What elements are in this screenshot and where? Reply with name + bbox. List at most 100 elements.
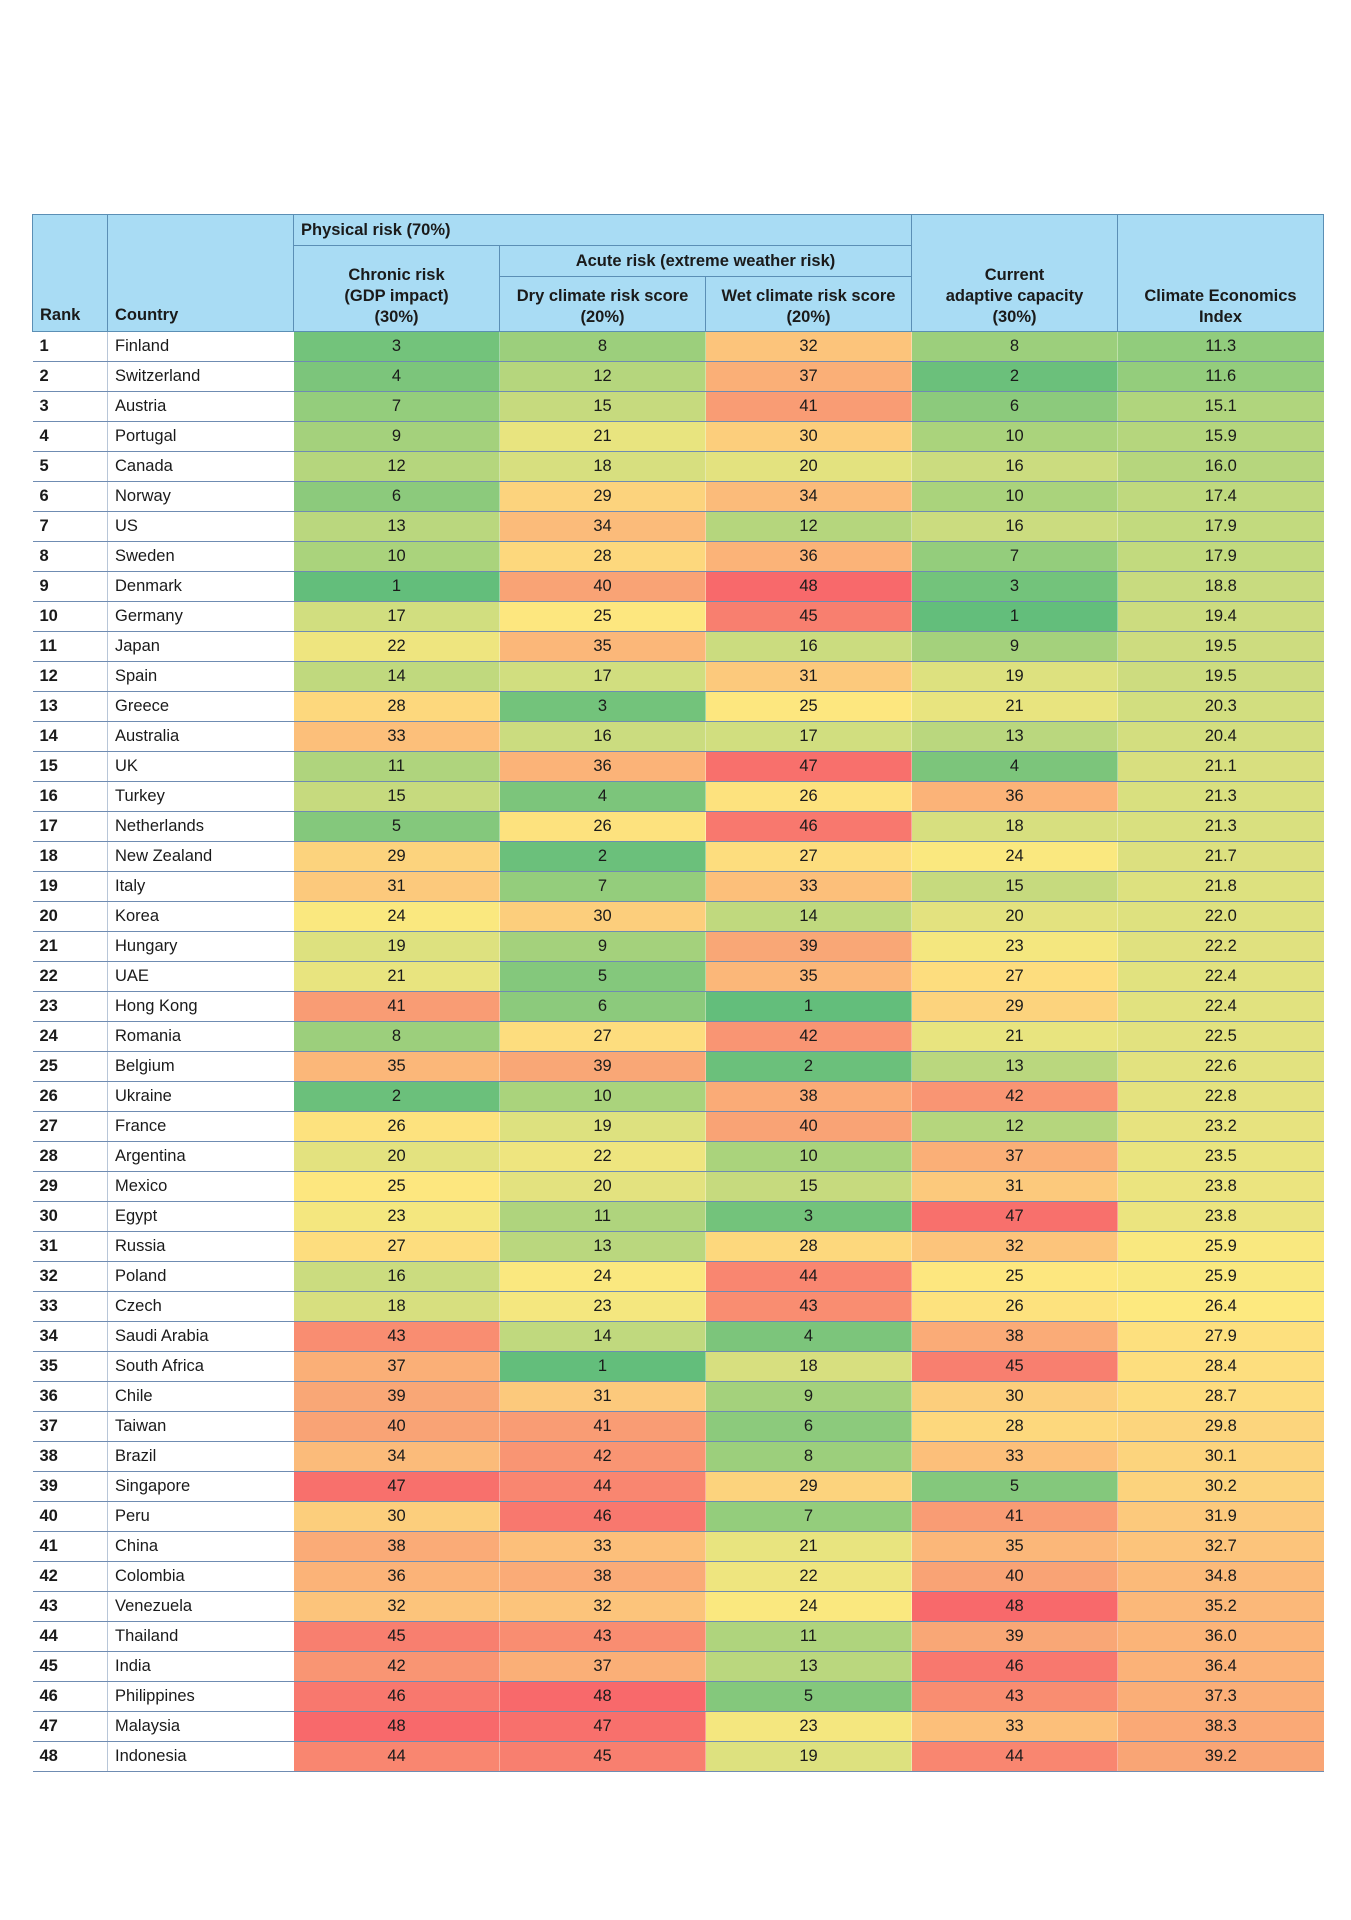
dry-climate-risk-cell: 2: [499, 841, 706, 872]
adaptive-capacity-cell: 16: [911, 511, 1118, 542]
dry-climate-risk-cell: 12: [499, 361, 706, 392]
dry-climate-risk-cell: 4: [499, 781, 706, 812]
dry-climate-header-line1: Dry climate risk score: [516, 287, 689, 305]
adaptive-capacity-cell: 25: [911, 1261, 1118, 1292]
dry-climate-risk-cell: 37: [499, 1651, 706, 1682]
wet-climate-risk-cell: 17: [705, 721, 912, 752]
dry-climate-risk-cell: 46: [499, 1501, 706, 1532]
rank-cell: 1: [32, 331, 108, 362]
table-row: 41 China 38 33 21 35 32.7: [32, 1531, 1324, 1562]
climate-economics-index-cell: 39.2: [1117, 1741, 1324, 1772]
climate-economics-index-cell: 34.8: [1117, 1561, 1324, 1592]
dry-climate-risk-cell: 8: [499, 331, 706, 362]
dry-climate-risk-cell: 25: [499, 601, 706, 632]
chronic-risk-cell: 26: [293, 1111, 500, 1142]
wet-climate-risk-cell: 9: [705, 1381, 912, 1412]
rank-cell: 46: [32, 1681, 108, 1712]
climate-economics-index-cell: 36.4: [1117, 1651, 1324, 1682]
climate-economics-index-cell: 21.8: [1117, 871, 1324, 902]
country-cell: Hong Kong: [107, 991, 294, 1022]
chronic-risk-cell: 41: [293, 991, 500, 1022]
climate-economics-index-cell: 15.9: [1117, 421, 1324, 452]
rank-cell: 7: [32, 511, 108, 542]
wet-climate-risk-cell: 42: [705, 1021, 912, 1052]
country-cell: Finland: [107, 331, 294, 362]
adaptive-capacity-cell: 36: [911, 781, 1118, 812]
rank-cell: 29: [32, 1171, 108, 1202]
chronic-risk-cell: 24: [293, 901, 500, 932]
adaptive-capacity-cell: 28: [911, 1411, 1118, 1442]
climate-economics-index-cell: 25.9: [1117, 1231, 1324, 1262]
adaptive-capacity-cell: 39: [911, 1621, 1118, 1652]
adaptive-capacity-cell: 41: [911, 1501, 1118, 1532]
chronic-risk-cell: 14: [293, 661, 500, 692]
climate-economics-index-cell: 37.3: [1117, 1681, 1324, 1712]
rank-cell: 19: [32, 871, 108, 902]
table-row: 6 Norway 6 29 34 10 17.4: [32, 481, 1324, 512]
table-row: 14 Australia 33 16 17 13 20.4: [32, 721, 1324, 752]
table-row: 12 Spain 14 17 31 19 19.5: [32, 661, 1324, 692]
wet-climate-risk-cell: 3: [705, 1201, 912, 1232]
country-cell: Taiwan: [107, 1411, 294, 1442]
country-cell: Russia: [107, 1231, 294, 1262]
dry-climate-header-line2: (20%): [580, 308, 625, 326]
adaptive-capacity-cell: 30: [911, 1381, 1118, 1412]
wet-climate-risk-cell: 40: [705, 1111, 912, 1142]
dry-climate-risk-cell: 19: [499, 1111, 706, 1142]
country-cell: Ukraine: [107, 1081, 294, 1112]
adaptive-capacity-cell: 29: [911, 991, 1118, 1022]
chronic-risk-cell: 44: [293, 1741, 500, 1772]
climate-economics-index-cell: 32.7: [1117, 1531, 1324, 1562]
chronic-risk-header-line1: Chronic risk: [348, 266, 445, 284]
table-row: 30 Egypt 23 11 3 47 23.8: [32, 1201, 1324, 1232]
dry-climate-risk-cell: 41: [499, 1411, 706, 1442]
adaptive-capacity-header-line1: Current: [984, 266, 1045, 284]
adaptive-capacity-cell: 40: [911, 1561, 1118, 1592]
wet-climate-risk-cell: 24: [705, 1591, 912, 1622]
climate-economics-index-cell: 26.4: [1117, 1291, 1324, 1322]
wet-climate-header-line1: Wet climate risk score: [721, 287, 896, 305]
dry-climate-risk-cell: 1: [499, 1351, 706, 1382]
adaptive-capacity-cell: 19: [911, 661, 1118, 692]
dry-climate-risk-cell: 30: [499, 901, 706, 932]
rank-cell: 28: [32, 1141, 108, 1172]
table-row: 3 Austria 7 15 41 6 15.1: [32, 391, 1324, 422]
wet-climate-risk-cell: 15: [705, 1171, 912, 1202]
dry-climate-risk-cell: 44: [499, 1471, 706, 1502]
adaptive-capacity-cell: 6: [911, 391, 1118, 422]
rank-cell: 3: [32, 391, 108, 422]
chronic-risk-cell: 47: [293, 1471, 500, 1502]
wet-climate-risk-cell: 12: [705, 511, 912, 542]
rank-cell: 26: [32, 1081, 108, 1112]
chronic-risk-cell: 21: [293, 961, 500, 992]
climate-economics-index-cell: 21.3: [1117, 781, 1324, 812]
rank-cell: 39: [32, 1471, 108, 1502]
wet-climate-risk-cell: 19: [705, 1741, 912, 1772]
table-row: 42 Colombia 36 38 22 40 34.8: [32, 1561, 1324, 1592]
country-cell: Saudi Arabia: [107, 1321, 294, 1352]
physical-risk-header: Physical risk (70%): [293, 214, 912, 246]
wet-climate-risk-cell: 13: [705, 1651, 912, 1682]
rank-cell: 4: [32, 421, 108, 452]
table-row: 37 Taiwan 40 41 6 28 29.8: [32, 1411, 1324, 1442]
country-cell: Japan: [107, 631, 294, 662]
climate-economics-index-cell: 22.0: [1117, 901, 1324, 932]
climate-economics-index-cell: 28.4: [1117, 1351, 1324, 1382]
rank-cell: 11: [32, 631, 108, 662]
adaptive-capacity-cell: 42: [911, 1081, 1118, 1112]
adaptive-capacity-cell: 38: [911, 1321, 1118, 1352]
adaptive-capacity-cell: 24: [911, 841, 1118, 872]
country-cell: Norway: [107, 481, 294, 512]
country-cell: Greece: [107, 691, 294, 722]
table-header: Rank Country Physical risk (70%) Current…: [32, 214, 1324, 332]
adaptive-capacity-cell: 35: [911, 1531, 1118, 1562]
wet-climate-risk-cell: 30: [705, 421, 912, 452]
table-row: 21 Hungary 19 9 39 23 22.2: [32, 931, 1324, 962]
adaptive-capacity-cell: 21: [911, 691, 1118, 722]
chronic-risk-cell: 34: [293, 1441, 500, 1472]
wet-climate-risk-cell: 18: [705, 1351, 912, 1382]
country-cell: Egypt: [107, 1201, 294, 1232]
chronic-risk-cell: 13: [293, 511, 500, 542]
wet-climate-risk-cell: 23: [705, 1711, 912, 1742]
climate-economics-index-cell: 29.8: [1117, 1411, 1324, 1442]
